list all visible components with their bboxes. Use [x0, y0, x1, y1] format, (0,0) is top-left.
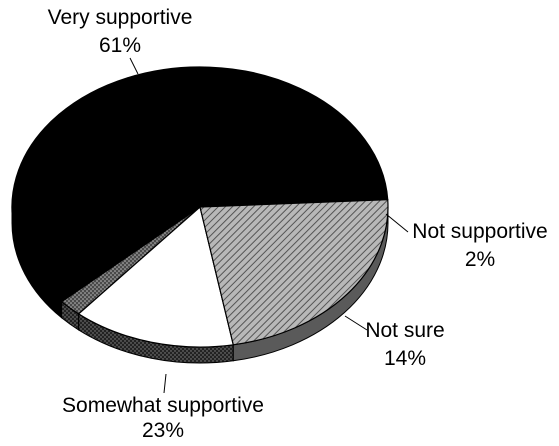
leader-line-not-sure — [344, 315, 368, 331]
leader-line-not-supportive — [385, 213, 409, 233]
slice-label-not-sure: Not sure — [365, 319, 444, 342]
leader-line-very-supportive — [129, 57, 139, 75]
pie-slice-not-sure — [77, 205, 235, 348]
slice-label-somewhat-supportive: Somewhat supportive — [62, 394, 264, 417]
slice-value-very-supportive: 61% — [99, 34, 141, 57]
slice-value-somewhat-supportive: 23% — [142, 419, 184, 441]
slice-label-very-supportive: Very supportive — [48, 6, 193, 29]
pie-leader-lines — [129, 57, 409, 394]
pie-slice-somewhat-supportive — [199, 199, 389, 346]
leader-line-somewhat-supportive — [163, 373, 167, 394]
slice-label-not-supportive: Not supportive — [412, 220, 547, 243]
pie-depth — [11, 206, 389, 364]
pie-top — [11, 66, 389, 348]
pie-labels: Very supportive 61% Not supportive 2% Not su… — [48, 6, 548, 442]
slice-value-not-sure: 14% — [384, 347, 426, 370]
slice-value-not-supportive: 2% — [465, 248, 495, 271]
pie-slice-very-supportive — [11, 66, 389, 303]
